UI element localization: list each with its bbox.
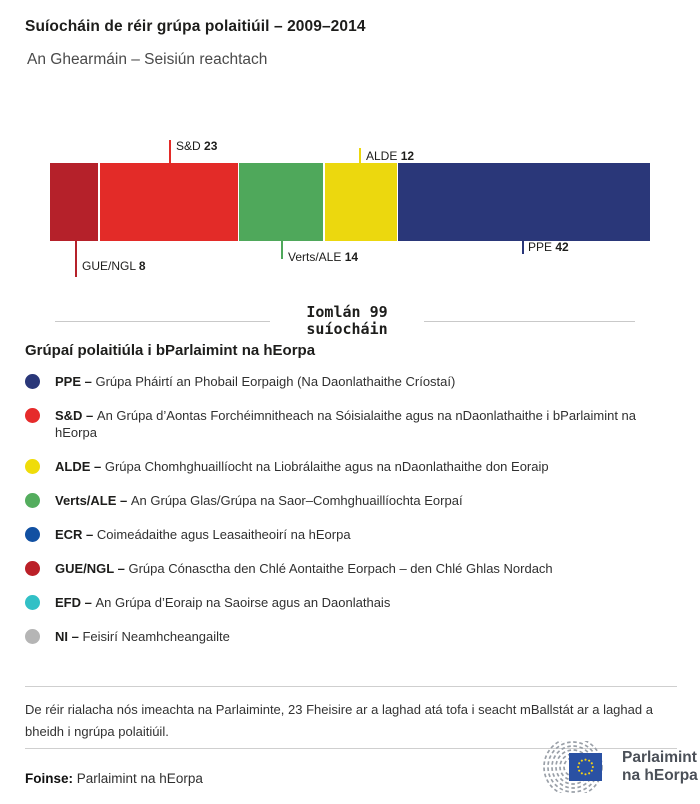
total-right-rule (424, 320, 635, 322)
legend-dot-ecr (25, 527, 40, 542)
legend-dot-sd (25, 408, 40, 423)
legend-label-sd: S&D – An Grúpa d’Aontas Forchéimnitheach… (55, 408, 637, 440)
callout-tick-verts-ale (281, 241, 283, 259)
page-title: Suíocháin de réir grúpa polaitiúil – 200… (25, 18, 366, 35)
legend-dot-alde (25, 459, 40, 474)
legend-dot-ppe (25, 374, 40, 389)
legend-dot-efd (25, 595, 40, 610)
legend-item-sd: S&D – An Grúpa d’Aontas Forchéimnitheach… (25, 407, 660, 441)
legend-dot-verts (25, 493, 40, 508)
eu-flag-star (578, 762, 581, 765)
eu-flag-star (577, 765, 580, 769)
eu-flag-star (588, 759, 591, 762)
legend-label-alde: ALDE – Grúpa Chomhghuaillíocht na Liobrá… (55, 459, 549, 474)
source-line: Foinse: Parlaimint na hEorpa (25, 771, 203, 786)
legend-item-alde: ALDE – Grúpa Chomhghuaillíocht na Liobrá… (25, 458, 660, 475)
legend-item-gue: GUE/NGL – Grúpa Cónasctha den Chlé Aonta… (25, 560, 660, 577)
footnote-divider-bottom (25, 748, 677, 749)
legend-label-ni: NI – Feisirí Neamhcheangailte (55, 629, 230, 644)
eu-flag-star (580, 759, 583, 762)
callout-tick-ppe (522, 241, 524, 254)
legend-label-verts: Verts/ALE – An Grúpa Glas/Grúpa na Saor–… (55, 493, 463, 508)
european-parliament-logo: Parlaimint na hEorpa (527, 741, 698, 793)
footnote-divider-top (25, 686, 677, 687)
eu-flag (569, 753, 602, 781)
legend-item-ecr: ECR – Coimeádaithe agus Leasaitheoirí na… (25, 526, 660, 543)
eu-flag-star (590, 769, 593, 772)
legend-item-ni: NI – Feisirí Neamhcheangailte (25, 628, 660, 645)
eu-flag-star (590, 762, 593, 765)
legend-label-ppe: PPE – Grúpa Pháirtí an Phobail Eorpaigh … (55, 374, 456, 389)
footnote-text: De réir rialacha nós imeachta na Parlaim… (25, 702, 653, 739)
eu-flag-star (584, 773, 587, 776)
page-subtitle: An Ghearmáin – Seisiún reachtach (27, 51, 268, 68)
callout-label-verts-ale: Verts/ALE 14 (288, 250, 359, 264)
legend-heading: Grúpaí polaitiúla i bParlaimint na hEorp… (25, 342, 316, 359)
eu-flag-star (580, 772, 583, 775)
callout-label-ppe: PPE 42 (528, 240, 569, 254)
callout-tick-gue-ngl (75, 241, 77, 277)
callout-label-alde: ALDE 12 (366, 149, 415, 163)
hemicycle-flag-icon (543, 741, 603, 793)
legend-dot-ni (25, 629, 40, 644)
legend-dot-gue (25, 561, 40, 576)
total-left-rule (55, 320, 270, 322)
total-seats-label: Iomlán 99 suíocháin (306, 303, 388, 338)
legend-item-ppe: PPE – Grúpa Pháirtí an Phobail Eorpaigh … (25, 373, 660, 390)
total-seats-row: Iomlán 99 suíocháin (0, 301, 700, 341)
eu-flag-star (588, 772, 591, 775)
bar-segment-ppe (398, 163, 650, 241)
eu-flag-star (591, 765, 594, 769)
source-label: Foinse: (25, 771, 74, 786)
bar-segment-verts (239, 163, 323, 241)
legend-label-ecr: ECR – Coimeádaithe agus Leasaitheoirí na… (55, 527, 351, 542)
callout-label-sd: S&D 23 (176, 139, 218, 153)
eu-flag-star (584, 758, 587, 761)
callout-label-gue-ngl: GUE/NGL 8 (82, 259, 146, 273)
callout-tick-sd (169, 140, 171, 163)
bar-segment-gue (50, 163, 98, 241)
legend-label-gue: GUE/NGL – Grúpa Cónasctha den Chlé Aonta… (55, 561, 553, 576)
legend-list: PPE – Grúpa Pháirtí an Phobail Eorpaigh … (25, 373, 660, 662)
legend-item-verts: Verts/ALE – An Grúpa Glas/Grúpa na Saor–… (25, 492, 660, 509)
logo-wordmark: Parlaimint na hEorpa (622, 749, 698, 784)
bar-segment-alde (324, 163, 397, 241)
legend-item-efd: EFD – An Grúpa d’Eoraip na Saoirse agus … (25, 594, 660, 611)
stacked-bar (50, 163, 650, 241)
source-value: Parlaimint na hEorpa (73, 771, 203, 786)
callout-tick-alde (359, 148, 361, 163)
legend-label-efd: EFD – An Grúpa d’Eoraip na Saoirse agus … (55, 595, 391, 610)
bar-segment-sd (99, 163, 238, 241)
eu-flag-star (578, 769, 581, 772)
